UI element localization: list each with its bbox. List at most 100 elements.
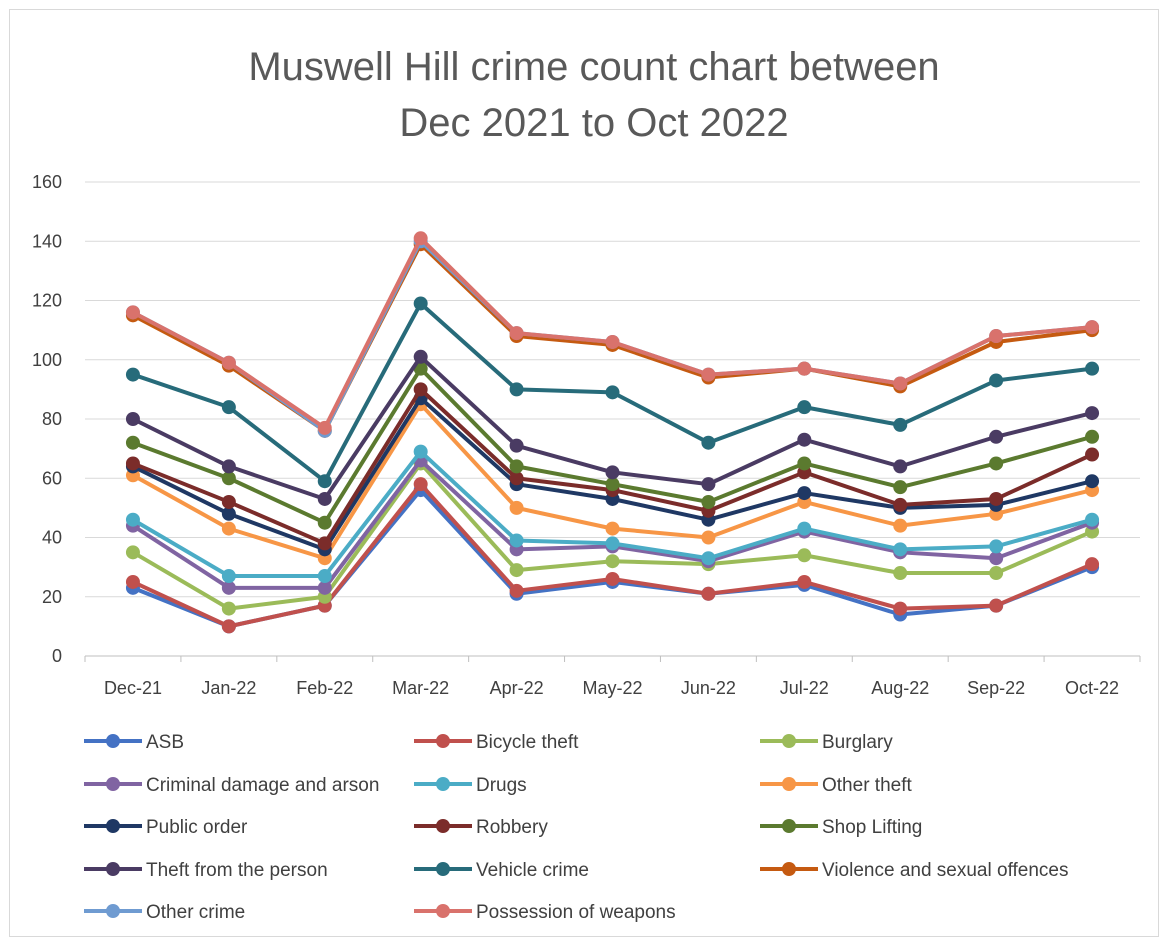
series-possession-of-weapons: [125, 231, 1100, 435]
data-point: [797, 521, 812, 536]
y-tick-label: 160: [32, 172, 62, 192]
data-point: [317, 491, 332, 506]
legend-item: Criminal damage and arson: [84, 775, 379, 796]
legend-label: Possession of weapons: [476, 902, 676, 923]
legend-marker: [782, 862, 796, 876]
data-point: [797, 361, 812, 376]
legend-label: Bicycle theft: [476, 732, 579, 753]
legend-item: Bicycle theft: [414, 732, 579, 753]
data-point: [509, 583, 524, 598]
data-point: [125, 456, 140, 471]
legend-item: Drugs: [414, 775, 527, 796]
y-tick-label: 40: [42, 528, 62, 548]
legend-marker: [436, 904, 450, 918]
data-point: [509, 500, 524, 515]
data-point: [701, 494, 716, 509]
y-tick-label: 120: [32, 291, 62, 311]
legend-label: Robbery: [476, 817, 548, 838]
data-point: [989, 551, 1004, 566]
legend-item: Robbery: [414, 817, 548, 838]
data-point: [605, 554, 620, 569]
data-point: [509, 382, 524, 397]
data-point: [605, 521, 620, 536]
data-point: [605, 385, 620, 400]
data-point: [797, 574, 812, 589]
data-point: [125, 367, 140, 382]
x-tick-label: Jul-22: [780, 678, 829, 698]
legend-marker: [436, 734, 450, 748]
x-tick-label: Apr-22: [490, 678, 544, 698]
data-point: [317, 420, 332, 435]
data-point: [509, 326, 524, 341]
data-point: [509, 471, 524, 486]
data-point: [413, 349, 428, 364]
series-theft-from-the-person: [125, 349, 1100, 506]
legend-marker: [782, 777, 796, 791]
data-point: [989, 429, 1004, 444]
data-point: [125, 435, 140, 450]
y-axis-ticks: 0 20 40 60 80 100 120 140 160: [32, 172, 62, 666]
legend-label: Shop Lifting: [822, 817, 922, 838]
data-point: [797, 400, 812, 415]
legend-marker: [106, 734, 120, 748]
y-tick-label: 80: [42, 409, 62, 429]
data-point: [125, 512, 140, 527]
data-point: [509, 459, 524, 474]
data-point: [509, 533, 524, 548]
data-point: [317, 474, 332, 489]
data-point: [221, 521, 236, 536]
y-tick-label: 140: [32, 231, 62, 251]
data-point: [893, 417, 908, 432]
chart-title-line-2: Dec 2021 to Oct 2022: [399, 101, 788, 145]
data-point: [221, 494, 236, 509]
data-point: [221, 580, 236, 595]
data-point: [605, 334, 620, 349]
data-point: [125, 545, 140, 560]
data-point: [413, 477, 428, 492]
data-point: [893, 376, 908, 391]
data-point: [893, 497, 908, 512]
data-point: [989, 491, 1004, 506]
data-point: [125, 305, 140, 320]
data-point: [989, 329, 1004, 344]
legend-item: Public order: [84, 817, 248, 838]
legend-marker: [782, 734, 796, 748]
data-point: [797, 456, 812, 471]
data-point: [989, 373, 1004, 388]
legend-marker: [436, 862, 450, 876]
legend-item: Burglary: [760, 732, 893, 753]
legend-item: Possession of weapons: [414, 902, 676, 923]
data-point: [317, 580, 332, 595]
legend-item: Shop Lifting: [760, 817, 922, 838]
legend-item: Other theft: [760, 775, 912, 796]
data-point: [701, 435, 716, 450]
legend-label: Other crime: [146, 902, 245, 923]
data-point: [413, 444, 428, 459]
data-point: [989, 456, 1004, 471]
data-point: [605, 536, 620, 551]
data-point: [1085, 320, 1100, 335]
chart-frame: [9, 9, 1159, 937]
data-point: [701, 367, 716, 382]
data-point: [989, 598, 1004, 613]
data-point: [893, 566, 908, 581]
data-point: [125, 574, 140, 589]
data-point: [893, 601, 908, 616]
legend-label: Other theft: [822, 775, 912, 796]
data-point: [221, 601, 236, 616]
data-point: [797, 548, 812, 563]
legend-label: Criminal damage and arson: [146, 775, 379, 796]
legend-label: Burglary: [822, 732, 893, 753]
data-point: [221, 569, 236, 584]
y-tick-label: 20: [42, 587, 62, 607]
data-point: [317, 515, 332, 530]
data-point: [605, 477, 620, 492]
legend-label: Vehicle crime: [476, 860, 589, 881]
data-point: [893, 480, 908, 495]
legend-marker: [106, 777, 120, 791]
data-point: [893, 542, 908, 557]
legend-label: Public order: [146, 817, 248, 838]
y-tick-label: 100: [32, 350, 62, 370]
data-point: [221, 619, 236, 634]
data-point: [701, 551, 716, 566]
